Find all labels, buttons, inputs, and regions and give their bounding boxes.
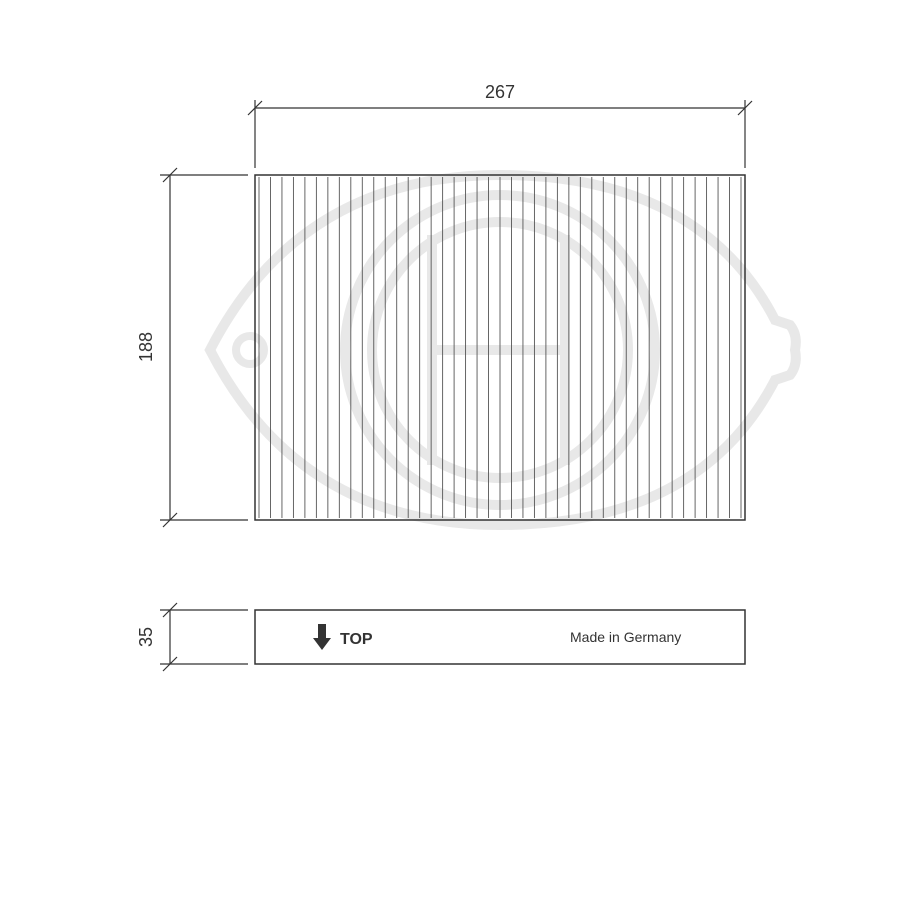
- dimension-height-value: 188: [136, 332, 156, 362]
- top-view: [255, 175, 745, 520]
- dimension-thickness-value: 35: [136, 627, 156, 647]
- side-view-top-label: TOP: [340, 631, 373, 648]
- side-view-origin-label: Made in Germany: [570, 629, 681, 645]
- down-arrow-icon: [313, 624, 331, 650]
- technical-drawing: 267 188 TOP Made in Germany 35: [0, 0, 900, 900]
- dimension-thickness: [160, 603, 248, 671]
- side-view: TOP Made in Germany: [255, 610, 745, 664]
- watermark-logo: [210, 175, 796, 525]
- dimension-width-value: 267: [485, 82, 515, 102]
- dimension-width: [248, 100, 752, 168]
